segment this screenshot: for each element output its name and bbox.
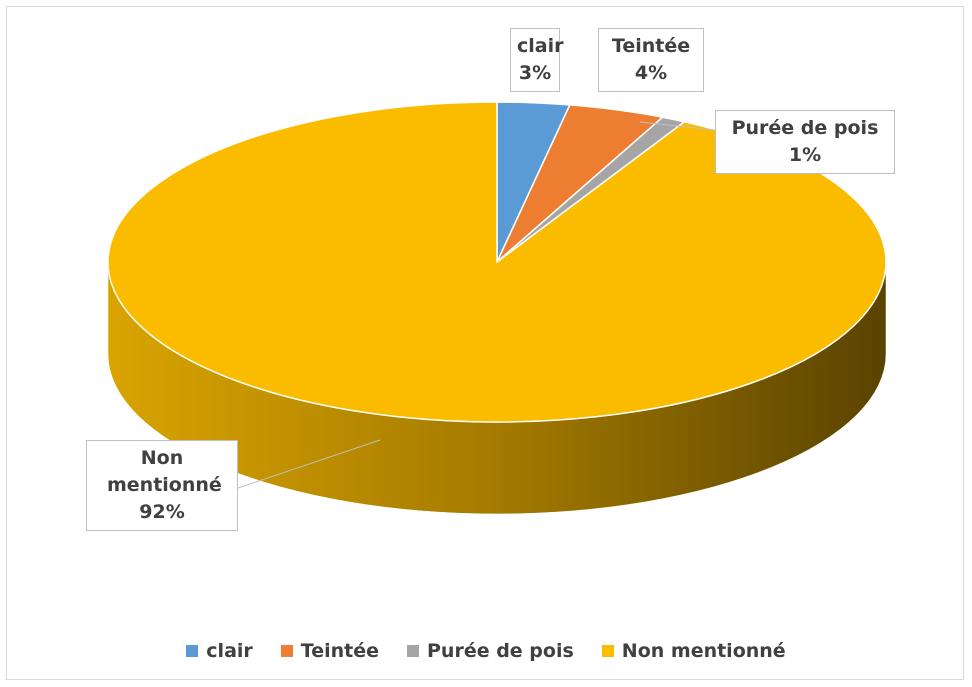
data-label-value: 1% [788,144,822,166]
legend: clair Teintée Purée de pois Non mentionné [0,640,972,662]
data-label: Purée de pois 1% [715,110,895,174]
legend-item: Teintée [280,640,379,662]
data-label: Non mentionné 92% [86,440,238,531]
data-label-value: 4% [634,62,668,84]
legend-item: Non mentionné [601,640,786,662]
data-label-value: 92% [139,501,185,523]
legend-label: Non mentionné [621,640,786,662]
legend-label: Purée de pois [427,640,574,662]
data-label-name: Purée de pois [731,117,879,139]
legend-item: clair [186,640,253,662]
data-label-name: clair [517,35,564,57]
legend-swatch [407,645,419,657]
legend-swatch [601,645,614,657]
legend-swatch [186,645,199,657]
data-label-name: Non mentionné [107,447,222,496]
data-label-value: 3% [518,62,552,84]
leader-line [639,121,716,131]
chart-frame [6,6,964,680]
leader-line [237,439,381,489]
slice [107,101,887,423]
legend-swatch [280,645,293,657]
legend-item: Purée de pois [407,640,574,662]
legend-label: clair [206,640,253,662]
data-label: clair 3% [510,28,564,92]
legend-label: Teintée [300,640,379,662]
data-label-name: Teintée [611,35,691,57]
data-label: Teintée 4% [598,28,704,92]
